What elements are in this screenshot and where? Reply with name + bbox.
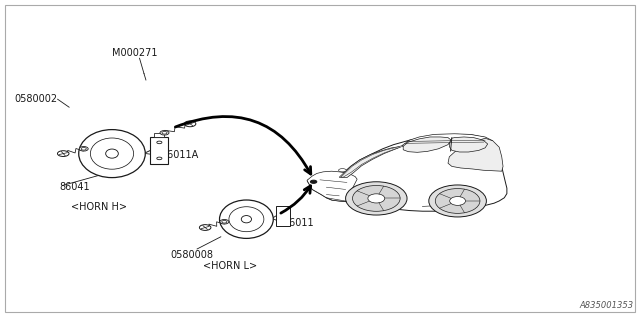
- Circle shape: [81, 148, 86, 150]
- Ellipse shape: [229, 207, 264, 232]
- Ellipse shape: [353, 186, 400, 211]
- Bar: [154, 133, 164, 137]
- Ellipse shape: [106, 149, 118, 158]
- Polygon shape: [339, 147, 400, 178]
- Circle shape: [310, 180, 317, 183]
- Polygon shape: [403, 137, 451, 152]
- Ellipse shape: [79, 130, 145, 178]
- Circle shape: [162, 132, 167, 134]
- Bar: [276, 206, 290, 226]
- Text: M000271: M000271: [111, 48, 157, 58]
- Text: A835001353: A835001353: [579, 301, 634, 310]
- Polygon shape: [307, 171, 357, 202]
- Polygon shape: [341, 146, 403, 177]
- Circle shape: [157, 157, 162, 160]
- Text: 86011A: 86011A: [161, 150, 198, 160]
- Circle shape: [160, 131, 169, 135]
- Ellipse shape: [450, 196, 465, 205]
- Text: 86041: 86041: [60, 182, 90, 192]
- Polygon shape: [448, 138, 503, 171]
- Circle shape: [220, 220, 229, 224]
- Text: 86011: 86011: [283, 218, 314, 228]
- Text: <HORN H>: <HORN H>: [71, 202, 127, 212]
- Circle shape: [79, 147, 88, 151]
- Ellipse shape: [339, 169, 346, 172]
- Ellipse shape: [241, 216, 252, 223]
- Bar: [150, 137, 168, 164]
- Ellipse shape: [368, 194, 385, 203]
- Circle shape: [184, 121, 196, 127]
- Text: 0580008: 0580008: [170, 250, 214, 260]
- Circle shape: [58, 151, 69, 156]
- Polygon shape: [402, 134, 493, 146]
- Ellipse shape: [435, 188, 480, 213]
- Text: <HORN L>: <HORN L>: [204, 261, 257, 271]
- Text: 0580002: 0580002: [14, 94, 57, 104]
- Polygon shape: [449, 137, 488, 152]
- Polygon shape: [307, 134, 507, 211]
- Circle shape: [200, 225, 211, 230]
- Ellipse shape: [220, 200, 273, 238]
- Circle shape: [157, 141, 162, 144]
- Ellipse shape: [346, 182, 407, 215]
- Circle shape: [222, 220, 227, 223]
- Ellipse shape: [90, 138, 134, 169]
- Ellipse shape: [429, 185, 486, 217]
